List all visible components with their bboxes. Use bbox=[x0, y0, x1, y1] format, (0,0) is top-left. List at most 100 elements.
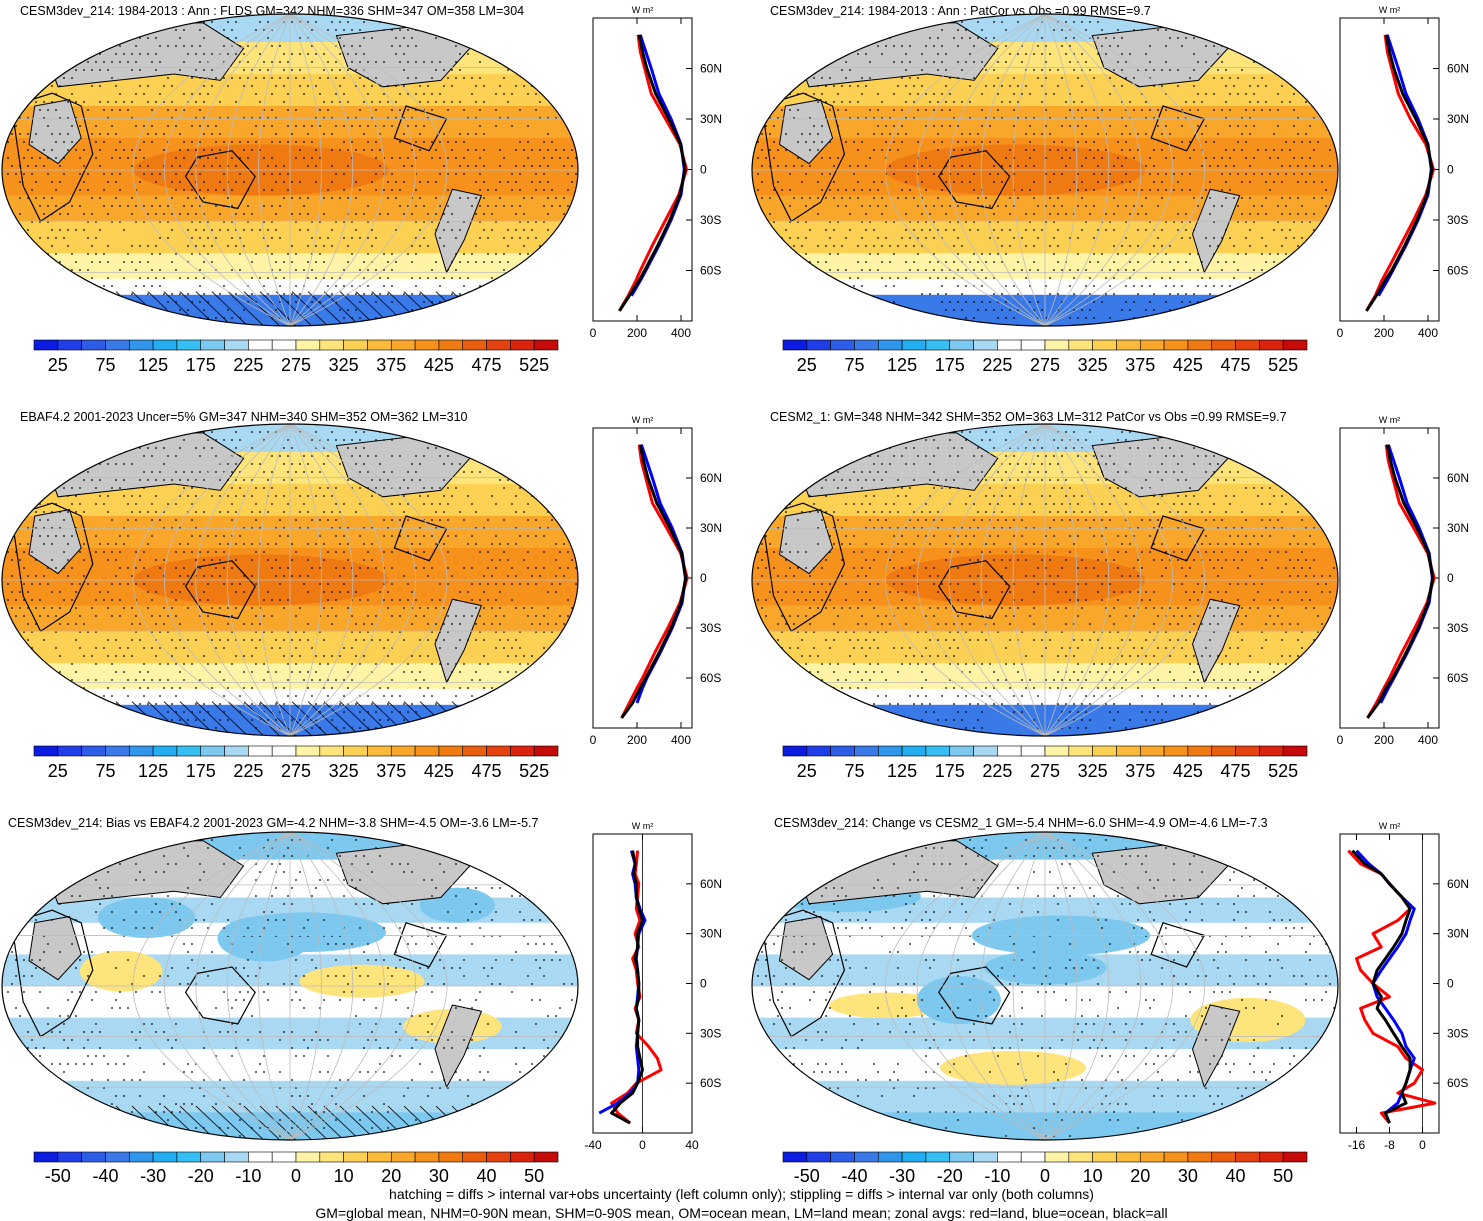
colorbar-swatch bbox=[830, 1151, 855, 1163]
colorbar-label: 175 bbox=[934, 355, 965, 375]
colorbar-swatch bbox=[1139, 745, 1165, 757]
colorbar-label: 175 bbox=[185, 761, 216, 781]
panel-title: CESM3dev_214: Change vs CESM2_1 GM=-5.4 … bbox=[774, 816, 1268, 830]
colorbar-swatch bbox=[1163, 1151, 1189, 1163]
x-tick-label: 200 bbox=[627, 326, 647, 340]
colorbar-swatch bbox=[152, 1151, 178, 1163]
land-mask bbox=[45, 432, 245, 498]
lat-tick-label: 60S bbox=[1447, 671, 1468, 685]
stippling bbox=[7, 431, 577, 736]
colorbar-label: 30 bbox=[1177, 1166, 1198, 1186]
colorbar-swatch bbox=[105, 1151, 130, 1163]
land-mask bbox=[45, 22, 245, 88]
colorbar-swatch bbox=[949, 339, 974, 351]
colorbar-swatch bbox=[830, 339, 855, 351]
colorbar-swatch bbox=[176, 745, 202, 757]
coastline bbox=[184, 966, 256, 1025]
colorbar-label: 40 bbox=[1225, 1166, 1246, 1186]
coastline bbox=[1150, 105, 1206, 152]
coastline bbox=[393, 922, 448, 968]
colorbar-swatch bbox=[854, 339, 879, 351]
footer-line-1: hatching = diffs > internal var+obs unce… bbox=[389, 1186, 1094, 1202]
colorbar bbox=[782, 1151, 1308, 1163]
colorbar-swatch bbox=[1259, 745, 1284, 757]
lat-tick-label: 30S bbox=[1447, 213, 1468, 227]
coastline bbox=[184, 150, 256, 210]
x-tick-label: 0 bbox=[1419, 1138, 1426, 1152]
colorbar-label: 75 bbox=[95, 355, 116, 375]
colorbar-swatch bbox=[1068, 1151, 1093, 1163]
colorbar-label: 275 bbox=[280, 355, 312, 375]
colorbar-swatch bbox=[176, 1151, 202, 1163]
land-mask bbox=[1191, 1004, 1241, 1089]
colorbar-swatch bbox=[877, 339, 903, 351]
x-tick-label: 0 bbox=[590, 733, 597, 747]
colorbar-swatch bbox=[510, 339, 535, 351]
colorbar bbox=[782, 745, 1308, 757]
x-tick-label: 40 bbox=[685, 1138, 699, 1152]
lat-tick-label: 60N bbox=[700, 877, 722, 891]
map-panel bbox=[751, 423, 1339, 737]
coastline bbox=[761, 92, 846, 223]
x-tick-label: -16 bbox=[1348, 1138, 1366, 1152]
graticule bbox=[2, 832, 578, 1140]
colorbar-label: 225 bbox=[982, 355, 1013, 375]
colorbar-swatch bbox=[57, 339, 82, 351]
lat-tick-label: 60N bbox=[1447, 471, 1469, 485]
colorbar-swatch bbox=[128, 745, 154, 757]
panel-title: EBAF4.2 2001-2023 Uncer=5% GM=347 NHM=34… bbox=[20, 410, 468, 424]
colorbar-swatch bbox=[1068, 745, 1093, 757]
colorbar-swatch bbox=[1163, 339, 1189, 351]
x-tick-label: 200 bbox=[627, 733, 647, 747]
bias-blob bbox=[224, 912, 387, 953]
colorbar-swatch bbox=[295, 745, 321, 757]
units-label: W m² bbox=[632, 821, 654, 831]
colorbar-swatch bbox=[57, 745, 82, 757]
colorbar-swatch bbox=[949, 745, 974, 757]
colorbar-label: 225 bbox=[982, 761, 1013, 781]
lat-tick-label: 60S bbox=[700, 671, 721, 685]
lat-tick-label: 60S bbox=[700, 264, 721, 278]
graticule bbox=[2, 424, 578, 736]
colorbar-swatch bbox=[271, 745, 297, 757]
colorbar-label: 375 bbox=[1125, 761, 1156, 781]
colorbar-swatch bbox=[533, 339, 559, 351]
colorbar-swatch bbox=[854, 745, 879, 757]
coastline bbox=[761, 909, 846, 1038]
colorbar-label: -20 bbox=[187, 1166, 214, 1186]
colorbar-swatch bbox=[367, 1151, 392, 1163]
colorbar-label: -10 bbox=[984, 1166, 1011, 1186]
colorbar-swatch bbox=[901, 745, 927, 757]
colorbar-swatch bbox=[806, 1151, 831, 1163]
series-line-all bbox=[618, 34, 687, 312]
coastline bbox=[393, 515, 448, 562]
panel-title: CESM3dev_214: 1984-2013 : Ann : FLDS GM=… bbox=[20, 4, 525, 18]
zonal-profile: 60N 30N 0 30S 60S 0 200 400 W m² bbox=[590, 5, 722, 340]
bias-blob bbox=[79, 950, 163, 992]
colorbar bbox=[33, 745, 559, 757]
series-line-all bbox=[1366, 444, 1435, 719]
colorbar-swatch bbox=[81, 745, 106, 757]
land-mask bbox=[778, 509, 834, 575]
colorbar-swatch bbox=[1020, 745, 1046, 757]
colorbar-swatch bbox=[1139, 1151, 1165, 1163]
colorbar-label: 425 bbox=[1172, 355, 1203, 375]
zonal-profile: 60N 30N 0 30S 60S 0 200 400 W m² bbox=[1337, 415, 1469, 747]
colorbar-label: 0 bbox=[1039, 1166, 1050, 1186]
x-tick-label: 400 bbox=[1418, 326, 1438, 340]
profile-frame bbox=[592, 17, 693, 322]
land-mask bbox=[796, 840, 999, 905]
series-line-all bbox=[1365, 34, 1434, 312]
colorbar-swatch bbox=[782, 339, 808, 351]
colorbar-swatch bbox=[1187, 1151, 1213, 1163]
colorbar-label: 50 bbox=[524, 1166, 545, 1186]
colorbar-swatch bbox=[830, 745, 855, 757]
colorbar-swatch bbox=[997, 745, 1022, 757]
colorbar-swatch bbox=[390, 745, 416, 757]
colorbar-label: 125 bbox=[138, 761, 169, 781]
colorbar-swatch bbox=[462, 1151, 487, 1163]
x-tick-label: -40 bbox=[584, 1138, 602, 1152]
profile-frame bbox=[1339, 17, 1440, 322]
colorbar-label: 25 bbox=[47, 355, 68, 375]
map-border bbox=[1, 831, 579, 1141]
